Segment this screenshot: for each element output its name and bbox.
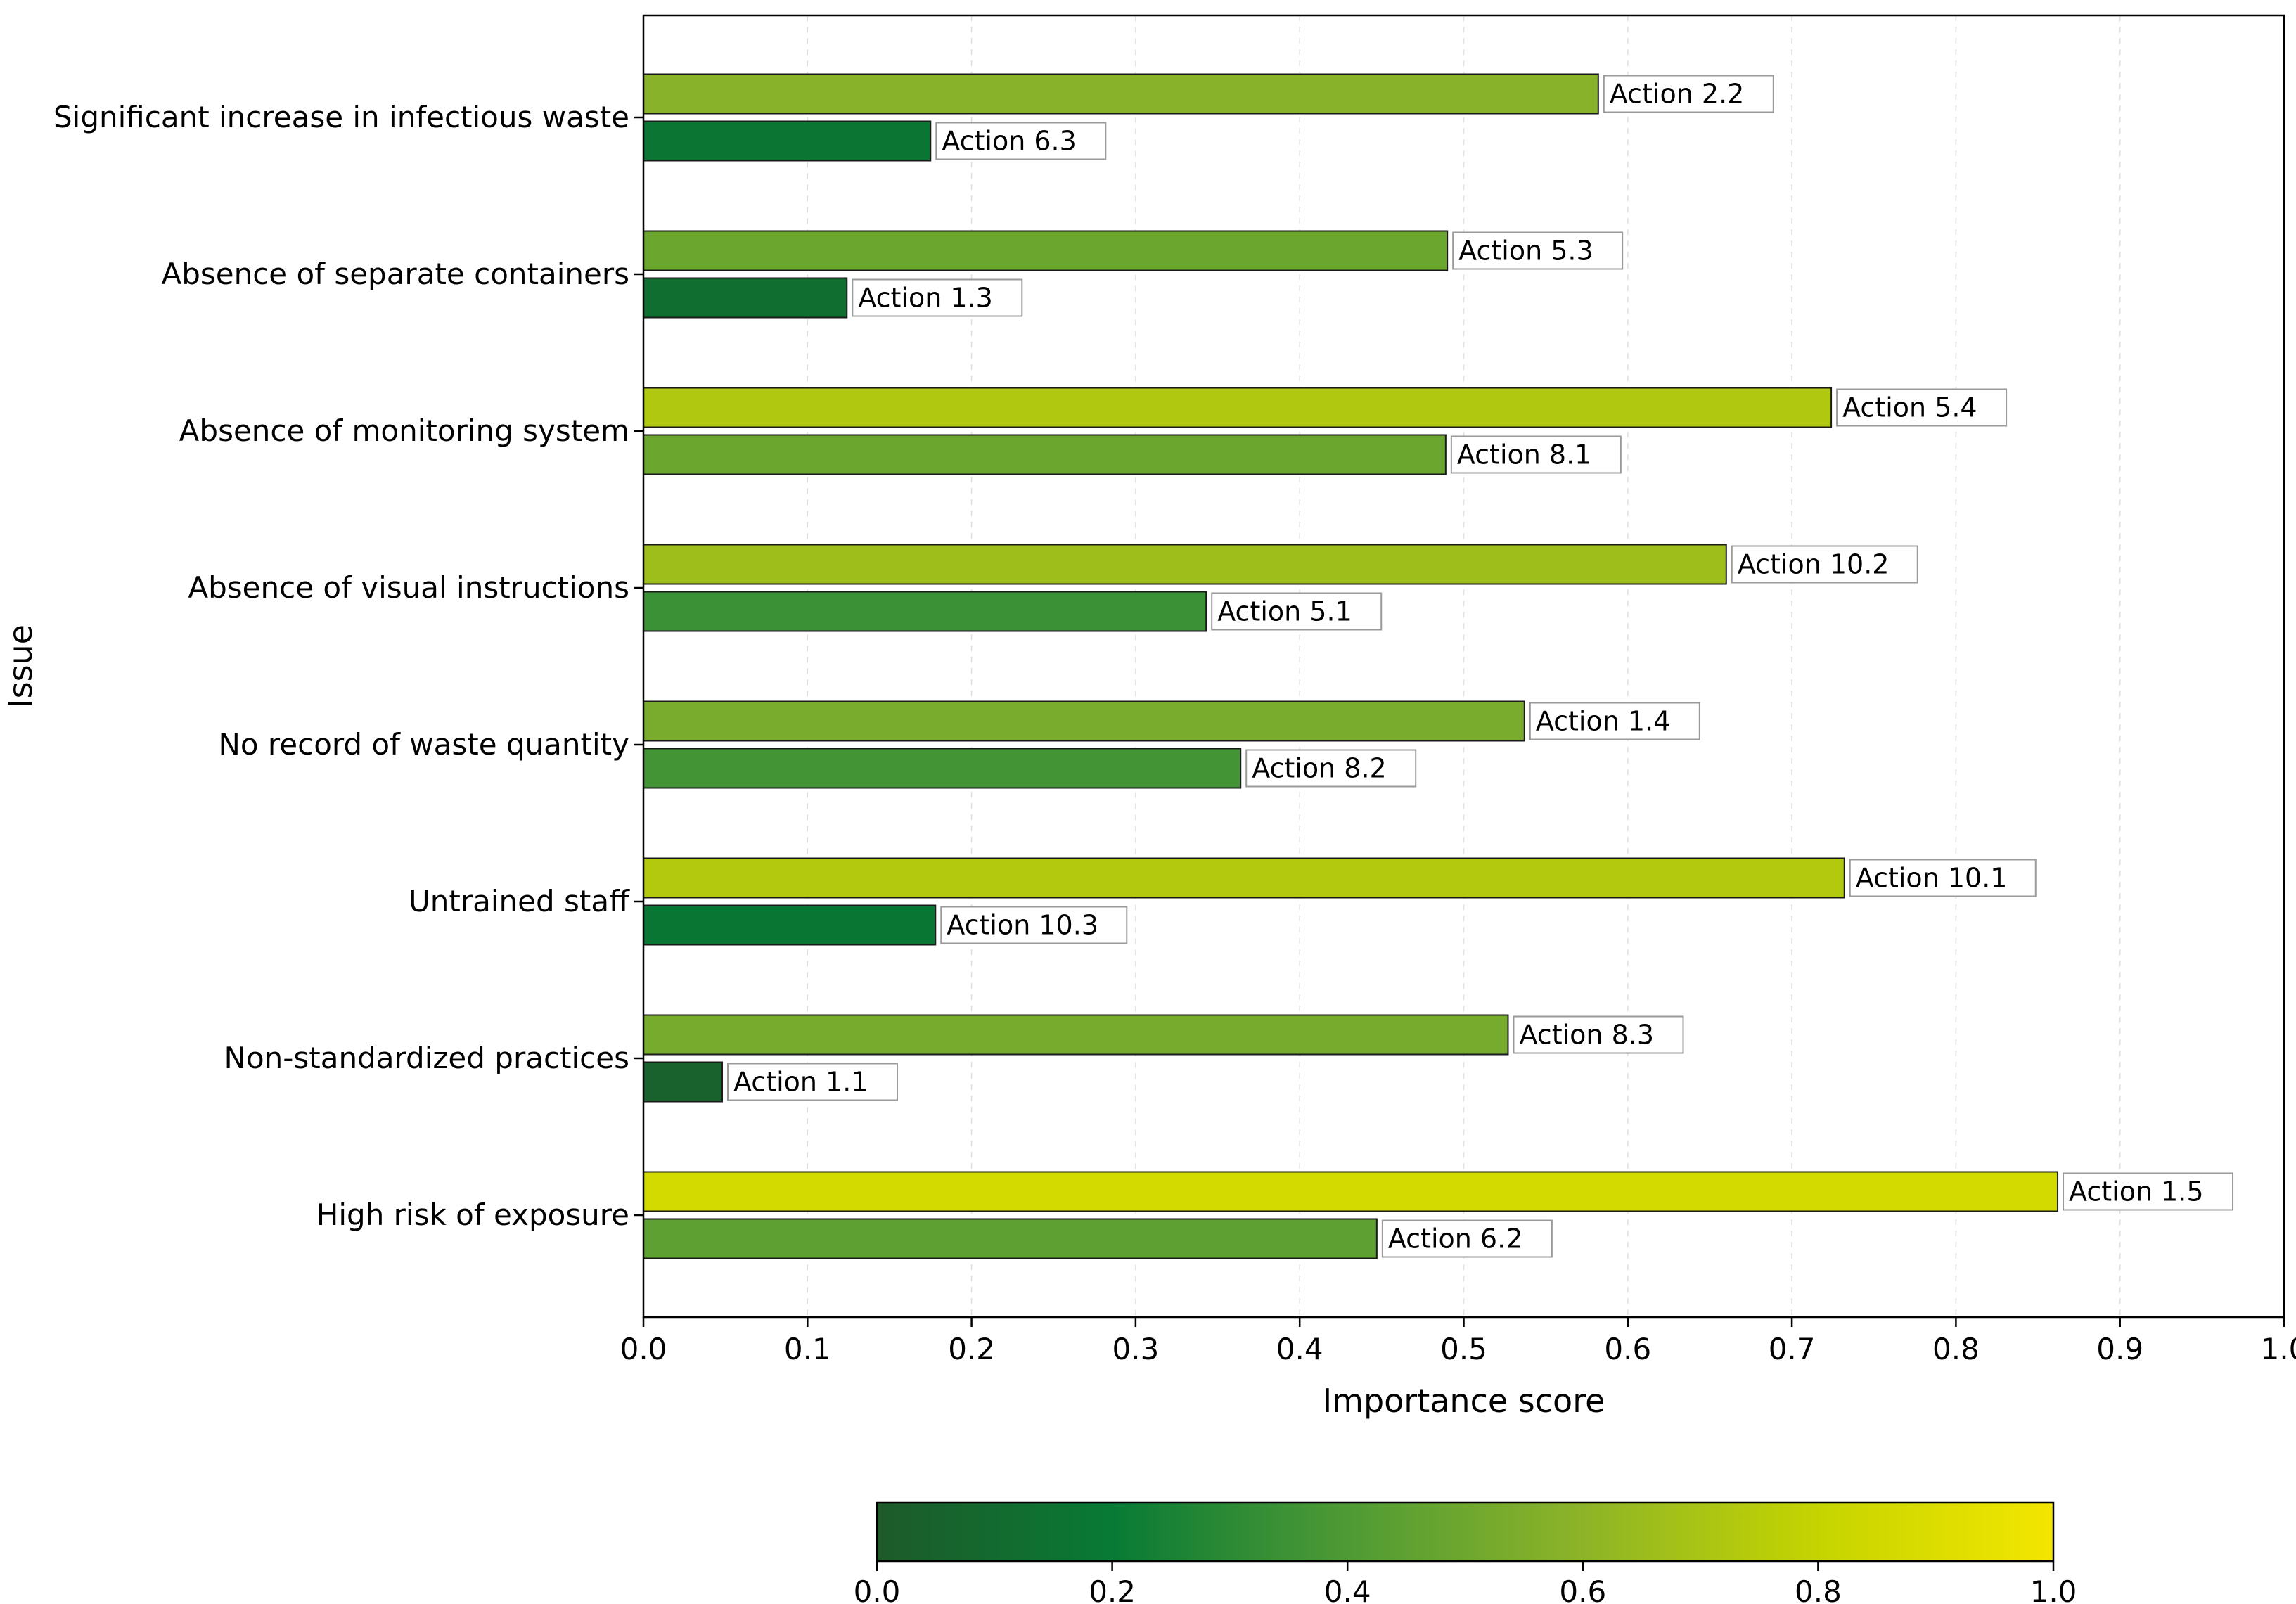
y-tick-label: High risk of exposure <box>316 1198 629 1232</box>
bars: Action 2.2 Action 6.3 Action 5.3 Action 1.3… <box>643 73 2234 1259</box>
category-absence-of-visual-instructions: Action 10.2 Action 5.1 <box>643 544 1918 632</box>
category-absence-of-monitoring-system: Action 5.4 Action 8.1 <box>643 387 2008 475</box>
bar-label: Action 6.2 <box>1388 1224 1523 1255</box>
bar-label-box <box>1381 1219 1553 1258</box>
x-tick-label: 0.3 <box>1112 1332 1160 1366</box>
category-non-standardized-practices: Action 8.3 Action 1.1 <box>643 1014 1684 1103</box>
bar-label-box <box>852 278 1023 317</box>
bar-label-box <box>1603 75 1774 113</box>
bar-label: Action 1.1 <box>733 1067 868 1098</box>
bar-action-10-1 <box>643 857 1845 899</box>
bar-label: Action 10.3 <box>947 910 1098 941</box>
bar-label-box <box>1452 231 1624 270</box>
bar-label: Action 1.3 <box>858 283 993 314</box>
bar-label: Action 5.1 <box>1217 596 1352 627</box>
x-tick-label: 0.8 <box>1932 1332 1980 1366</box>
bar-action-6-3 <box>643 120 932 162</box>
bar-label-box <box>1211 592 1383 631</box>
x-tick-label: 0.5 <box>1440 1332 1487 1366</box>
colorbar-tick-label: 0.0 <box>854 1574 901 1604</box>
colorbar: 0.0 0.2 0.4 0.6 0.8 1.0 <box>854 1501 2077 1604</box>
x-axis-title: Importance score <box>1323 1382 1605 1420</box>
bar-label: Action 8.1 <box>1457 440 1592 470</box>
x-tick-label: 0.0 <box>620 1332 667 1366</box>
bar-label-box <box>1450 435 1622 474</box>
x-tick-label: 0.7 <box>1769 1332 1816 1366</box>
bar-label-box <box>1245 749 1417 788</box>
bar-label: Action 1.5 <box>2069 1176 2204 1207</box>
bar-label-box <box>935 122 1107 160</box>
bar-action-1-5 <box>643 1171 2059 1212</box>
bar-label-box <box>1529 702 1700 740</box>
y-tick-label: Untrained staff <box>409 884 630 918</box>
y-tick-label: Absence of separate containers <box>161 257 629 291</box>
bar-label: Action 2.2 <box>1610 79 1745 110</box>
y-tick-label: Significant increase in infectious waste <box>53 100 629 134</box>
bar-action-5-1 <box>643 591 1207 632</box>
x-tick-label: 0.4 <box>1276 1332 1323 1366</box>
bar-label-box <box>1836 388 2008 427</box>
bar-action-2-2 <box>643 73 1599 115</box>
bar-action-5-3 <box>643 230 1449 271</box>
category-absence-of-separate-containers: Action 5.3 Action 1.3 <box>643 230 1624 319</box>
category-untrained-staff: Action 10.1 Action 10.3 <box>643 857 2037 946</box>
bar-label: Action 10.2 <box>1738 549 1890 580</box>
bar-label: Action 1.4 <box>1536 706 1671 737</box>
bar-label: Action 8.2 <box>1252 753 1387 784</box>
x-tick-label: 0.6 <box>1604 1332 1651 1366</box>
x-tick-label: 0.9 <box>2096 1332 2143 1366</box>
colorbar-tick-label: 0.2 <box>1089 1574 1136 1604</box>
bar-action-8-2 <box>643 748 1242 789</box>
bar-label-box <box>1849 859 2037 897</box>
bar-label: Action 8.3 <box>1519 1020 1654 1051</box>
bar-label-box <box>726 1063 898 1101</box>
bar-label-box <box>2063 1172 2234 1211</box>
bar-label: Action 10.1 <box>1856 863 2008 894</box>
x-tick-label: 1.0 <box>2261 1332 2296 1366</box>
bar-action-8-3 <box>643 1014 1509 1056</box>
bar-action-8-1 <box>643 434 1447 475</box>
bar-label: Action 5.3 <box>1458 236 1593 267</box>
bar-label: Action 5.4 <box>1842 392 1977 423</box>
grid-lines <box>807 15 2121 1317</box>
colorbar-tick-label: 1.0 <box>2030 1574 2077 1604</box>
bar-label-box <box>1731 545 1918 584</box>
category-no-record-of-waste-quantity: Action 1.4 Action 8.2 <box>643 700 1700 789</box>
bar-label-box <box>1513 1015 1684 1054</box>
bar-action-5-4 <box>643 387 1833 428</box>
bar-action-6-2 <box>643 1218 1378 1259</box>
bar-label: Action 6.3 <box>942 126 1077 157</box>
bar-action-1-3 <box>643 277 848 319</box>
bar-action-1-1 <box>643 1061 723 1103</box>
axes: 0.0 0.1 0.2 0.3 0.4 0.5 0.6 0.7 0.8 0.9 1.0 Signifi… <box>53 100 2296 1366</box>
colorbar-tick-label: 0.8 <box>1795 1574 1842 1604</box>
y-tick-label: Non-standardized practices <box>224 1041 629 1075</box>
colorbar-tick-label: 0.6 <box>1559 1574 1606 1604</box>
bar-action-1-4 <box>643 700 1525 742</box>
bar-action-10-2 <box>643 544 1727 585</box>
category-high-risk-of-exposure: Action 1.5 Action 6.2 <box>643 1171 2234 1259</box>
y-axis-title: Issue <box>1 624 39 708</box>
category-significant-increase-in-infectious-waste: Action 2.2 Action 6.3 <box>643 73 1774 162</box>
x-tick-label: 0.2 <box>948 1332 995 1366</box>
y-tick-label: Absence of visual instructions <box>188 570 629 605</box>
y-tick-label: No record of waste quantity <box>218 727 629 762</box>
colorbar-tick-label: 0.4 <box>1324 1574 1371 1604</box>
x-tick-label: 0.1 <box>784 1332 831 1366</box>
bar-label-box <box>940 906 1128 944</box>
colorbar-gradient <box>876 1501 2055 1563</box>
bar-action-10-3 <box>643 904 937 946</box>
y-tick-label: Absence of monitoring system <box>179 413 629 448</box>
